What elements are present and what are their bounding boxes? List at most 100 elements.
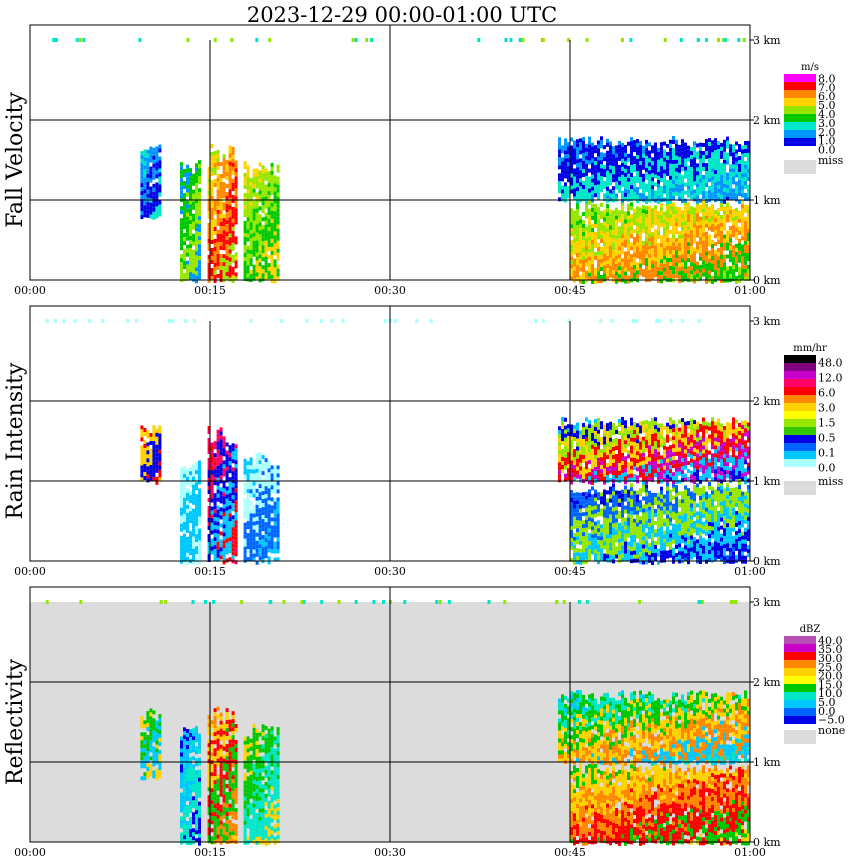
echo-pixel [249,525,253,530]
echo-pixel [143,177,147,182]
echo-pixel [645,143,648,148]
clutter-pixel [52,38,56,42]
echo-pixel [576,528,579,533]
echo-pixel [234,220,238,225]
echo-pixel [264,490,268,495]
echo-pixel [639,267,642,272]
echo-pixel [273,271,277,276]
echo-pixel [669,266,672,270]
echo-pixel [654,166,657,171]
echo-pixel [669,179,672,184]
echo-pixel [267,468,271,473]
echo-pixel [588,448,591,453]
echo-pixel [642,249,645,254]
echo-pixel [149,170,153,175]
echo-pixel [690,230,693,235]
echo-pixel [663,550,666,555]
echo-pixel [615,263,618,268]
echo-pixel [219,246,223,250]
echo-pixel [231,443,235,448]
echo-pixel [678,196,681,201]
echo-pixel [678,148,681,153]
echo-pixel [276,248,280,253]
echo-pixel [606,174,609,179]
echo-pixel [645,556,648,561]
echo-pixel [573,156,576,161]
echo-pixel [723,214,726,219]
echo-pixel [258,250,262,255]
echo-pixel [624,259,627,264]
echo-pixel [273,481,277,486]
echo-pixel [576,253,579,258]
echo-pixel [189,236,192,241]
echo-pixel [612,274,615,279]
echo-pixel [609,237,612,242]
echo-pixel [189,471,192,476]
echo-pixel [155,214,159,219]
echo-pixel [573,196,576,201]
echo-pixel [183,545,186,550]
echo-pixel [744,495,747,500]
echo-pixel [600,552,603,557]
echo-pixel [708,242,711,247]
echo-pixel [152,445,156,450]
echo-pixel [228,165,232,170]
echo-pixel [149,178,153,183]
echo-pixel [711,204,714,208]
echo-pixel [639,544,642,549]
echo-pixel [675,206,678,211]
echo-pixel [207,458,211,462]
echo-pixel [255,508,259,513]
echo-pixel [264,212,268,217]
echo-pixel [633,494,636,499]
echo-pixel [714,258,717,263]
echo-pixel [267,548,271,553]
echo-pixel [582,475,585,479]
echo-pixel [642,157,645,162]
echo-pixel [654,269,657,274]
echo-pixel [726,156,729,161]
echo-pixel [633,237,636,241]
echo-pixel [663,546,666,551]
echo-pixel [657,175,660,180]
echo-pixel [651,509,654,513]
echo-pixel [225,232,229,237]
echo-pixel [621,142,624,147]
echo-pixel [243,458,247,463]
echo-pixel [210,276,214,280]
echo-pixel [681,151,684,156]
echo-pixel [654,529,657,533]
echo-pixel [186,224,189,229]
echo-pixel [564,477,567,482]
echo-pixel [564,437,567,442]
echo-pixel [246,477,250,482]
echo-pixel [627,227,630,232]
echo-pixel [606,510,609,515]
echo-pixel [660,247,663,252]
echo-pixel [146,462,150,467]
echo-pixel [747,521,750,526]
echo-pixel [258,162,262,167]
echo-pixel [735,227,738,232]
echo-pixel [708,226,711,231]
echo-pixel [207,246,211,251]
echo-pixel [216,237,220,242]
echo-pixel [267,524,271,529]
echo-pixel [642,189,645,194]
echo-pixel [738,266,741,271]
echo-pixel [597,172,600,177]
echo-pixel [648,178,651,183]
echo-pixel [192,528,195,533]
echo-pixel [675,147,678,152]
echo-pixel [624,541,627,546]
echo-pixel [744,547,747,552]
echo-pixel [207,442,211,446]
echo-pixel [579,170,582,175]
echo-pixel [666,554,669,559]
echo-pixel [687,181,690,186]
echo-pixel [183,493,186,498]
echo-pixel [228,229,232,234]
echo-pixel [264,188,268,193]
echo-pixel [618,152,621,157]
echo-pixel [216,509,220,514]
